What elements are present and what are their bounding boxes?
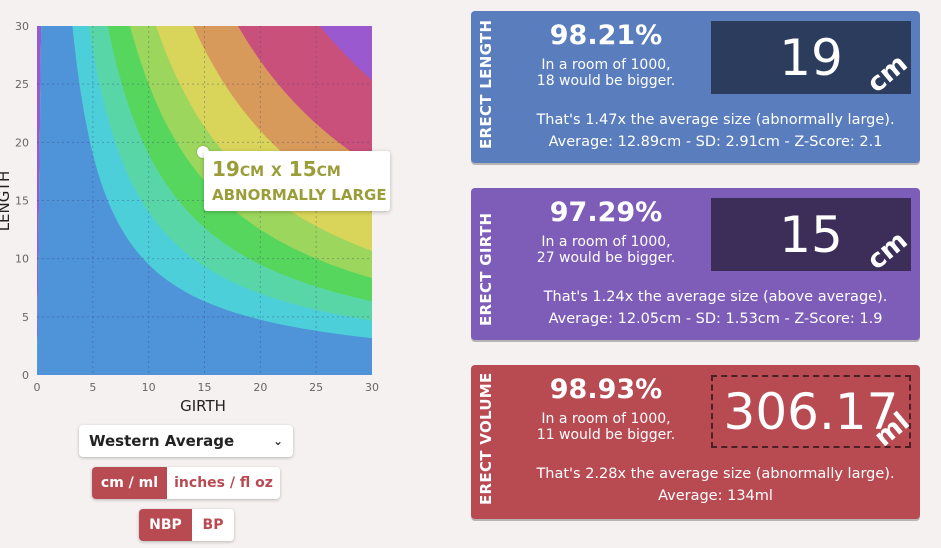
tooltip-separator: X [271,164,282,180]
measure-nbp-button[interactable]: NBP [139,509,192,541]
population-select[interactable]: Western Average ⌄ [79,425,293,457]
length-value-box[interactable]: 19 [711,21,911,94]
unit-imperial-button[interactable]: inches / fl oz [167,467,280,499]
measure-bp-button[interactable]: BP [192,509,234,541]
unit-metric-button[interactable]: cm / ml [92,467,167,499]
stats-text: Average: 134ml [658,488,773,504]
y-tick-label: 20 [15,136,29,149]
comparison-text: That's 2.28x the average size (abnormall… [536,466,895,482]
unit-toggle: cm / ml inches / fl oz [92,467,280,499]
x-tick-label: 5 [89,381,96,394]
x-axis-label: GIRTH [180,397,226,415]
y-tick-label: 10 [15,253,29,266]
y-tick-label: 25 [15,78,29,91]
size-chart[interactable]: 0 5 10 15 20 25 30 0 5 10 15 20 25 30 GIRTH LENGTH [0,0,420,420]
y-tick-label: 5 [22,311,29,324]
x-tick-label: 25 [309,381,323,394]
stats-text: Average: 12.89cm - SD: 2.91cm - Z-Score:… [548,134,883,150]
room-line-1: In a room of 1000, [541,234,671,250]
x-tick-label: 0 [34,381,41,394]
length-card: ERECT LENGTH 98.21% In a room of 1000, 1… [471,11,920,163]
room-line-2: 18 would be bigger. [536,73,676,89]
x-ticks: 0 5 10 15 20 25 30 [34,381,380,394]
room-line-2: 11 would be bigger. [536,427,676,443]
size-tooltip: 19CM X 15CM ABNORMALLY LARGE [204,151,390,211]
population-select-value: Western Average [89,432,235,450]
tooltip-girth-value: 15 [288,157,317,181]
girth-value-box[interactable]: 15 [711,198,911,271]
comparison-text: That's 1.24x the average size (above ave… [543,289,888,305]
comparison-text: That's 1.47x the average size (abnormall… [536,112,895,128]
volume-card: ERECT VOLUME 98.93% In a room of 1000, 1… [471,365,920,519]
x-tick-label: 20 [253,381,267,394]
stats-text: Average: 12.05cm - SD: 1.53cm - Z-Score:… [548,311,883,327]
y-tick-label: 0 [22,369,29,382]
y-tick-label: 15 [15,195,29,208]
volume-value-box: 306.17 [711,375,911,448]
girth-value: 15 [779,205,843,264]
tooltip-length-value: 19 [212,157,240,181]
room-line-1: In a room of 1000, [541,57,671,73]
y-ticks: 0 5 10 15 20 25 30 [15,20,29,382]
room-text: In a room of 1000, 18 would be bigger. [511,57,701,89]
length-value: 19 [779,28,843,87]
x-tick-label: 15 [198,381,212,394]
grid-lines [37,26,372,375]
percentile: 97.29% [549,197,663,228]
x-tick-label: 30 [365,381,379,394]
tooltip-category: ABNORMALLY LARGE [212,186,387,204]
y-tick-label: 30 [15,20,29,33]
volume-value: 306.17 [723,382,899,441]
y-axis-label: LENGTH [0,171,13,232]
card-label: ERECT GIRTH [477,212,495,326]
x-tick-label: 10 [142,381,156,394]
measure-toggle: NBP BP [139,509,234,541]
percentile: 98.21% [549,20,663,51]
card-label: ERECT LENGTH [477,19,495,149]
card-label: ERECT VOLUME [477,372,495,505]
tooltip-length-unit: CM [239,164,265,180]
tooltip-girth-unit: CM [316,164,341,180]
room-text: In a room of 1000, 27 would be bigger. [511,234,701,266]
tooltip-dimensions: 19CM X 15CM [212,157,341,181]
room-line-1: In a room of 1000, [541,411,671,427]
room-text: In a room of 1000, 11 would be bigger. [511,411,701,443]
girth-card: ERECT GIRTH 97.29% In a room of 1000, 27… [471,188,920,340]
size-band [37,26,372,375]
chevron-down-icon: ⌄ [272,434,283,448]
percentile: 98.93% [549,374,663,405]
room-line-2: 27 would be bigger. [536,250,676,266]
